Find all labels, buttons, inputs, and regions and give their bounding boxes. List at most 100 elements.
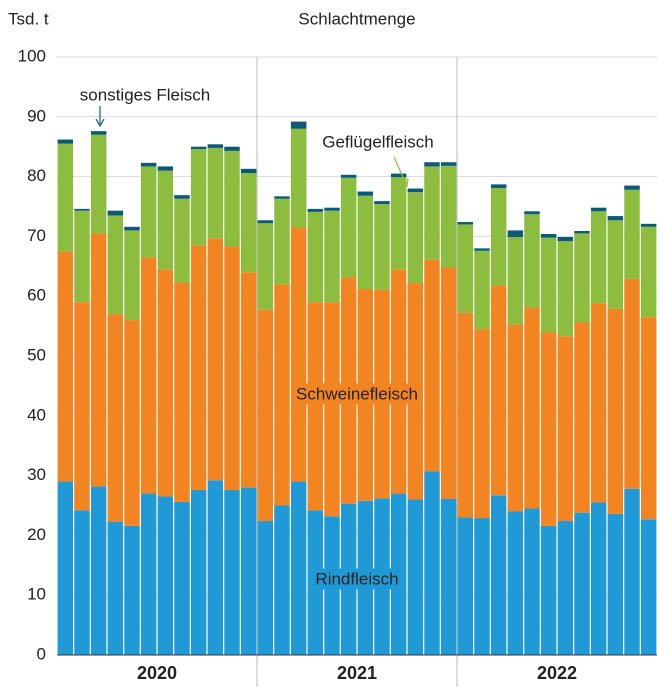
bar-segment xyxy=(107,314,124,522)
bar-segment xyxy=(274,196,290,199)
bar-segment xyxy=(440,498,457,655)
y-tick-label: 10 xyxy=(27,585,46,604)
bar-segment xyxy=(640,223,657,227)
bar-segment xyxy=(457,224,474,313)
bar-segment xyxy=(540,525,557,655)
bar-segment xyxy=(574,231,590,234)
bar-segment xyxy=(407,499,424,655)
bar-segment xyxy=(524,211,540,215)
y-tick-label: 0 xyxy=(37,644,46,663)
y-axis-label: Tsd. t xyxy=(8,9,49,28)
bar-segment xyxy=(407,192,424,284)
bar-segment xyxy=(557,521,574,655)
bar-segment xyxy=(240,173,257,273)
bar-segment xyxy=(490,187,507,286)
bar-segment xyxy=(90,134,107,234)
chart-title: Schlachtmenge xyxy=(298,9,415,28)
bar-segment xyxy=(207,238,224,481)
bar-segment xyxy=(140,257,157,494)
bar-segment xyxy=(74,302,90,511)
bar-segment xyxy=(307,211,324,303)
bar-segment xyxy=(374,204,390,290)
bar-segment xyxy=(340,177,357,278)
y-tick-label: 80 xyxy=(27,166,46,185)
bar-segment xyxy=(624,189,640,279)
bar-segment xyxy=(574,233,590,323)
bar-segment xyxy=(640,226,657,318)
bar-segment xyxy=(507,230,524,237)
bar-segment xyxy=(124,230,140,321)
bar-segment xyxy=(224,150,240,247)
series-label-bg xyxy=(311,568,403,590)
bar-segment xyxy=(74,208,90,211)
bar-segment xyxy=(57,481,74,655)
bar-segment xyxy=(524,214,540,308)
bar-segment xyxy=(124,226,140,231)
bar-segment xyxy=(340,174,357,178)
bar-segment xyxy=(357,195,374,290)
bar-segment xyxy=(307,302,324,511)
bar-segment xyxy=(240,487,257,655)
bar-segment xyxy=(540,332,557,526)
bar-segment xyxy=(90,233,107,487)
bar-segment xyxy=(174,198,190,283)
bar-segment xyxy=(624,185,640,190)
bar-segment xyxy=(424,259,440,472)
bar-segment xyxy=(607,308,624,514)
bar-segment xyxy=(307,208,324,212)
y-tick-label: 20 xyxy=(27,525,46,544)
bar-segment xyxy=(290,227,307,482)
bar-segment xyxy=(474,250,490,330)
bar-segment xyxy=(274,198,290,285)
bar-segment xyxy=(190,489,207,655)
bar-segment xyxy=(174,501,190,655)
bar-segment xyxy=(590,502,607,655)
annotation-arrow xyxy=(95,106,105,128)
bar-segment xyxy=(457,517,474,655)
bar-segment xyxy=(74,210,90,303)
bar-segment xyxy=(90,131,107,135)
bar-segment xyxy=(274,284,290,506)
bar-segment xyxy=(174,282,190,502)
bar-segment xyxy=(257,220,274,224)
bar-segment xyxy=(574,512,590,655)
bar-segment xyxy=(607,513,624,655)
bar-segment xyxy=(324,210,340,303)
bar-segment xyxy=(474,518,490,655)
bar-segment xyxy=(374,201,390,205)
bar-segment xyxy=(424,471,440,655)
bar-segment xyxy=(390,173,407,178)
y-tick-label: 30 xyxy=(27,465,46,484)
bar-segment xyxy=(440,267,457,499)
bar-segment xyxy=(190,149,207,246)
bar-segment xyxy=(207,480,224,655)
bar-segment xyxy=(290,121,307,129)
bar-segment xyxy=(224,146,240,151)
bar-segment xyxy=(240,168,257,174)
bar-segment xyxy=(607,216,624,221)
bar-segment xyxy=(74,510,90,655)
bar-segment xyxy=(540,234,557,238)
bar-segment xyxy=(457,222,474,225)
series-label: sonstiges Fleisch xyxy=(80,85,210,104)
series-label: Rindfleisch xyxy=(315,569,398,588)
bar-segment xyxy=(124,525,140,655)
y-tick-label: 50 xyxy=(27,345,46,364)
bar-segment xyxy=(507,511,524,655)
bar-segment xyxy=(190,245,207,490)
bar-segment xyxy=(57,139,74,144)
x-group-label: 2020 xyxy=(137,663,177,683)
bar-segment xyxy=(207,144,224,148)
bar-segment xyxy=(107,521,124,655)
bar-segment xyxy=(424,162,440,167)
bar-segment xyxy=(157,166,174,171)
bar-segment xyxy=(440,162,457,166)
series-label: Schweinefleisch xyxy=(296,384,418,403)
bar-segment xyxy=(107,215,124,315)
bar-segment xyxy=(224,246,240,490)
bar-segment xyxy=(390,177,407,270)
bar-segment xyxy=(124,320,140,526)
bar-segment xyxy=(140,162,157,167)
bar-segment xyxy=(490,285,507,496)
bar-segment xyxy=(557,336,574,522)
